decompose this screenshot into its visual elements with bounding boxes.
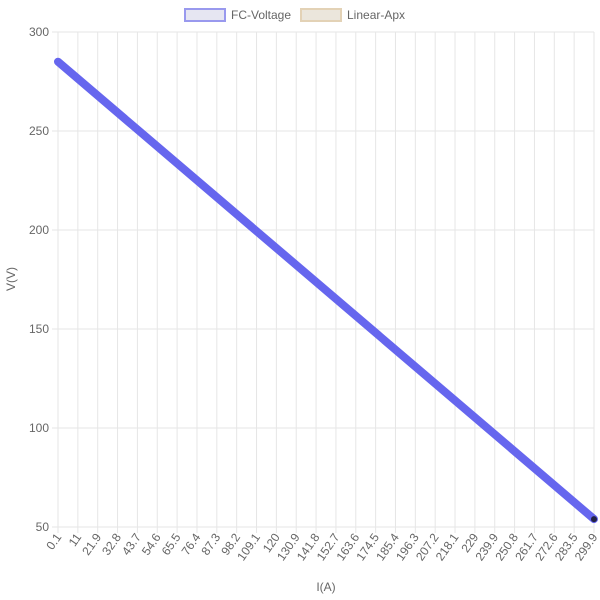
x-tick-label: 32.8 bbox=[99, 530, 124, 557]
y-tick-label: 300 bbox=[29, 25, 49, 39]
series-line-fc-voltage bbox=[54, 57, 598, 524]
y-tick-label: 100 bbox=[29, 421, 49, 435]
x-tick-label: 76.4 bbox=[179, 530, 204, 557]
legend-swatch bbox=[300, 8, 342, 22]
y-tick-label: 250 bbox=[29, 124, 49, 138]
x-tick-label: 43.7 bbox=[119, 530, 144, 557]
series-layer bbox=[54, 57, 598, 524]
legend-swatch bbox=[184, 8, 226, 22]
x-tick-label: 87.3 bbox=[198, 530, 223, 557]
x-tick-label: 299.9 bbox=[572, 530, 600, 563]
y-axis-title: V(V) bbox=[4, 267, 18, 291]
x-tick-label: 21.9 bbox=[79, 530, 104, 557]
legend-item[interactable]: Linear-Apx bbox=[300, 8, 405, 22]
x-axis: 0.1 1121.932.843.754.665.576.487.398.2109… bbox=[43, 530, 600, 563]
y-tick-label: 150 bbox=[29, 322, 49, 336]
legend-item[interactable]: FC-Voltage bbox=[184, 8, 291, 22]
legend[interactable]: FC-Voltage Linear-Apx bbox=[184, 8, 405, 22]
y-axis: 50 100 150 200 250 300 bbox=[29, 25, 49, 534]
x-axis-title: I(A) bbox=[316, 580, 335, 594]
grid-layer bbox=[52, 31, 595, 533]
legend-label: Linear-Apx bbox=[347, 8, 405, 22]
x-tick-label: 65.5 bbox=[159, 530, 184, 557]
x-tick-label: 54.6 bbox=[139, 530, 164, 557]
series-point-linear-apx bbox=[591, 516, 597, 523]
legend-label: FC-Voltage bbox=[231, 8, 291, 22]
y-tick-label: 50 bbox=[36, 520, 50, 534]
y-tick-label: 200 bbox=[29, 223, 49, 237]
